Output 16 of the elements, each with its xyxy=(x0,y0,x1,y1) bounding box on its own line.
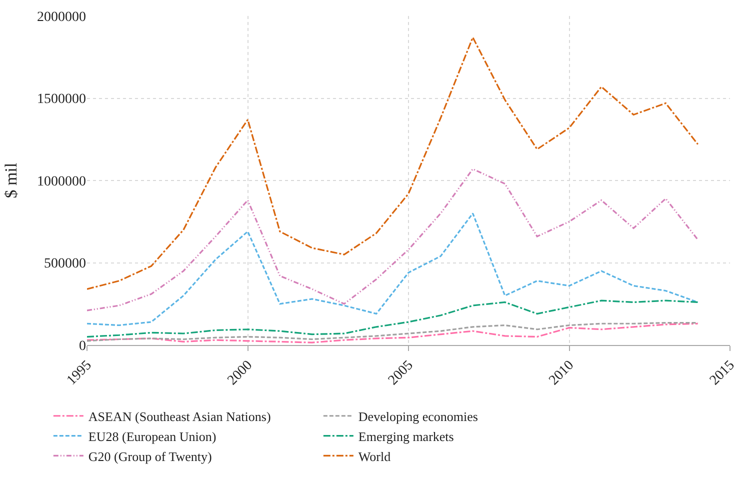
y-tick-label: 0 xyxy=(79,338,86,354)
y-tick-label: 1000000 xyxy=(37,174,86,190)
line-series xyxy=(87,36,699,290)
legend-label: EU28 (European Union) xyxy=(88,428,216,444)
y-tick-label: 1500000 xyxy=(37,92,86,108)
legend-label: World xyxy=(358,448,392,464)
y-tick-label: 2000000 xyxy=(37,10,86,25)
y-tick-label: 500000 xyxy=(44,256,86,272)
legend-label: ASEAN (Southeast Asian Nations) xyxy=(88,408,271,424)
line-series xyxy=(87,212,699,326)
y-axis-title: $ mil xyxy=(2,162,21,198)
legend-label: Emerging markets xyxy=(358,428,454,444)
line-series xyxy=(87,300,699,338)
legend-label: Developing economies xyxy=(358,408,478,424)
legend-label: G20 (Group of Twenty) xyxy=(88,448,212,464)
line-series xyxy=(87,168,699,312)
